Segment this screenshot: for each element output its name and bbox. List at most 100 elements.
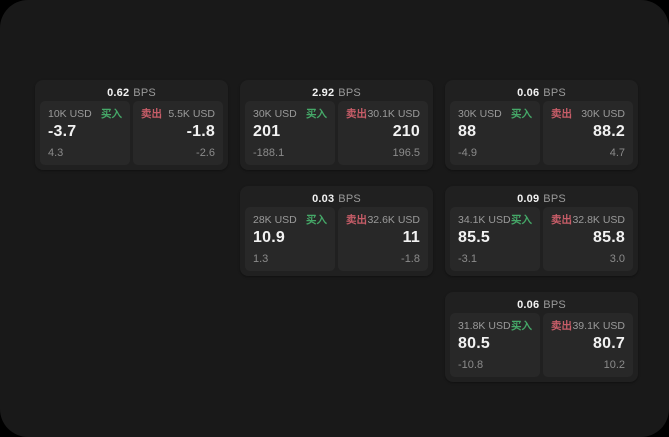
bps-unit-label: BPS (133, 86, 156, 99)
quote-panels: 34.1K USD 买入 85.5 -3.1 卖出 32.8K USD 85.8… (450, 207, 633, 271)
bps-value: 0.06 (517, 86, 540, 99)
buy-panel-header: 30K USD 买入 (458, 108, 532, 120)
sell-amount: 32.6K USD (367, 214, 420, 226)
sell-panel-header: 卖出 39.1K USD (551, 320, 625, 332)
buy-panel-header: 34.1K USD 买入 (458, 214, 532, 226)
buy-panel[interactable]: 34.1K USD 买入 85.5 -3.1 (450, 207, 540, 271)
sell-price: 88.2 (593, 123, 625, 140)
sell-price: 80.7 (593, 335, 625, 352)
quote-panels: 30K USD 买入 88 -4.9 卖出 30K USD 88.2 4.7 (450, 101, 633, 165)
sell-panel-header: 卖出 30.1K USD (346, 108, 420, 120)
buy-panel[interactable]: 30K USD 买入 88 -4.9 (450, 101, 540, 165)
quote-card: 0.03 BPS 28K USD 买入 10.9 1.3 卖出 32.6K US… (240, 186, 433, 276)
bps-value: 0.62 (107, 86, 130, 99)
sell-delta: 196.5 (392, 147, 420, 159)
sell-panel[interactable]: 卖出 30K USD 88.2 4.7 (543, 101, 633, 165)
card-header: 0.62 BPS (40, 84, 223, 101)
buy-price: 201 (253, 123, 281, 140)
bps-value: 0.03 (312, 192, 335, 205)
buy-amount: 28K USD (253, 214, 297, 226)
sell-price: 210 (392, 123, 420, 140)
sell-price: 11 (402, 229, 420, 246)
card-header: 0.06 BPS (450, 84, 633, 101)
bps-unit-label: BPS (543, 298, 566, 311)
buy-panel-header: 28K USD 买入 (253, 214, 327, 226)
buy-panel-header: 31.8K USD 买入 (458, 320, 532, 332)
buy-delta: 4.3 (48, 147, 64, 159)
bps-value: 0.09 (517, 192, 540, 205)
card-header: 0.06 BPS (450, 296, 633, 313)
sell-delta: -2.6 (196, 147, 215, 159)
buy-delta: 1.3 (253, 253, 269, 265)
sell-delta: 10.2 (603, 359, 625, 371)
quote-card: 2.92 BPS 30K USD 买入 201 -188.1 卖出 30.1K … (240, 80, 433, 170)
sell-side-label: 卖出 (346, 108, 367, 120)
sell-delta: 4.7 (609, 147, 625, 159)
card-header: 0.09 BPS (450, 190, 633, 207)
cards-grid: 0.62 BPS 10K USD 买入 -3.7 4.3 卖出 5.5K USD… (35, 80, 638, 382)
buy-amount: 31.8K USD (458, 320, 511, 332)
quote-panels: 31.8K USD 买入 80.5 -10.8 卖出 39.1K USD 80.… (450, 313, 633, 377)
buy-price: -3.7 (48, 123, 77, 140)
quote-card: 0.09 BPS 34.1K USD 买入 85.5 -3.1 卖出 32.8K… (445, 186, 638, 276)
sell-amount: 30K USD (581, 108, 625, 120)
quote-card: 0.62 BPS 10K USD 买入 -3.7 4.3 卖出 5.5K USD… (35, 80, 228, 170)
sell-panel-header: 卖出 30K USD (551, 108, 625, 120)
sell-delta: 3.0 (609, 253, 625, 265)
buy-side-label: 买入 (511, 108, 532, 120)
bps-value: 0.06 (517, 298, 540, 311)
sell-price: 85.8 (593, 229, 625, 246)
sell-price: -1.8 (186, 123, 215, 140)
sell-side-label: 卖出 (551, 214, 572, 226)
buy-amount: 34.1K USD (458, 214, 511, 226)
bps-unit-label: BPS (338, 86, 361, 99)
buy-delta: -4.9 (458, 147, 477, 159)
sell-amount: 5.5K USD (168, 108, 215, 120)
sell-panel[interactable]: 卖出 32.8K USD 85.8 3.0 (543, 207, 633, 271)
buy-panel[interactable]: 28K USD 买入 10.9 1.3 (245, 207, 335, 271)
sell-panel[interactable]: 卖出 39.1K USD 80.7 10.2 (543, 313, 633, 377)
buy-side-label: 买入 (306, 108, 327, 120)
buy-panel[interactable]: 10K USD 买入 -3.7 4.3 (40, 101, 130, 165)
bps-unit-label: BPS (338, 192, 361, 205)
sell-panel-header: 卖出 5.5K USD (141, 108, 215, 120)
sell-side-label: 卖出 (141, 108, 162, 120)
sell-amount: 32.8K USD (572, 214, 625, 226)
buy-side-label: 买入 (101, 108, 122, 120)
buy-amount: 30K USD (458, 108, 502, 120)
buy-panel[interactable]: 30K USD 买入 201 -188.1 (245, 101, 335, 165)
sell-panel[interactable]: 卖出 32.6K USD 11 -1.8 (338, 207, 428, 271)
buy-side-label: 买入 (511, 320, 532, 332)
quote-card: 0.06 BPS 31.8K USD 买入 80.5 -10.8 卖出 39.1… (445, 292, 638, 382)
sell-amount: 30.1K USD (367, 108, 420, 120)
buy-panel[interactable]: 31.8K USD 买入 80.5 -10.8 (450, 313, 540, 377)
sell-side-label: 卖出 (551, 320, 572, 332)
buy-delta: -3.1 (458, 253, 477, 265)
sell-side-label: 卖出 (551, 108, 572, 120)
buy-price: 85.5 (458, 229, 490, 246)
buy-side-label: 买入 (511, 214, 532, 226)
buy-price: 80.5 (458, 335, 490, 352)
quote-panels: 10K USD 买入 -3.7 4.3 卖出 5.5K USD -1.8 -2.… (40, 101, 223, 165)
buy-side-label: 买入 (306, 214, 327, 226)
bps-unit-label: BPS (543, 192, 566, 205)
bps-unit-label: BPS (543, 86, 566, 99)
card-header: 2.92 BPS (245, 84, 428, 101)
buy-delta: -10.8 (458, 359, 484, 371)
sell-panel[interactable]: 卖出 5.5K USD -1.8 -2.6 (133, 101, 223, 165)
sell-side-label: 卖出 (346, 214, 367, 226)
sell-panel[interactable]: 卖出 30.1K USD 210 196.5 (338, 101, 428, 165)
buy-amount: 10K USD (48, 108, 92, 120)
quote-panels: 28K USD 买入 10.9 1.3 卖出 32.6K USD 11 -1.8 (245, 207, 428, 271)
quote-panels: 30K USD 买入 201 -188.1 卖出 30.1K USD 210 1… (245, 101, 428, 165)
buy-price: 88 (458, 123, 477, 140)
buy-price: 10.9 (253, 229, 285, 246)
card-header: 0.03 BPS (245, 190, 428, 207)
sell-amount: 39.1K USD (572, 320, 625, 332)
quote-card: 0.06 BPS 30K USD 买入 88 -4.9 卖出 30K USD 8… (445, 80, 638, 170)
buy-panel-header: 10K USD 买入 (48, 108, 122, 120)
sell-delta: -1.8 (401, 253, 420, 265)
buy-panel-header: 30K USD 买入 (253, 108, 327, 120)
sell-panel-header: 卖出 32.8K USD (551, 214, 625, 226)
